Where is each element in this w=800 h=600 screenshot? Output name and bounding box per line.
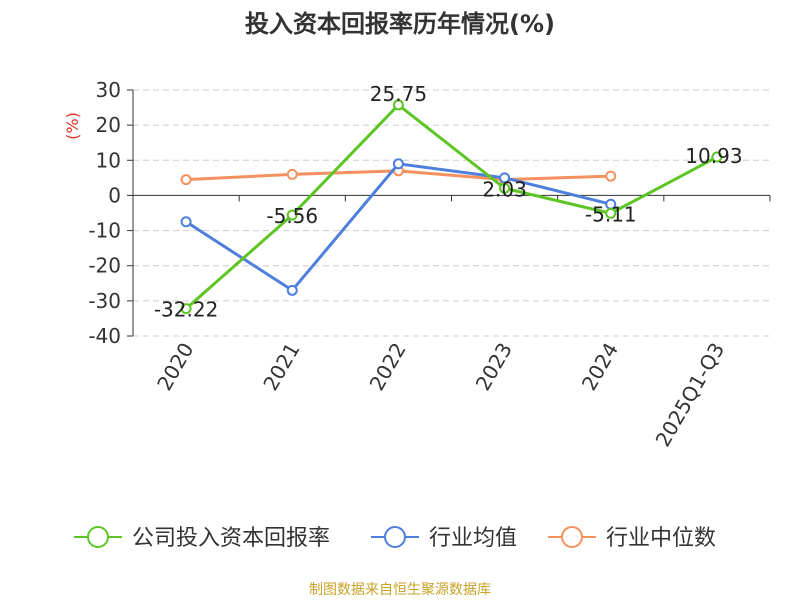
legend-swatch-marker	[561, 526, 583, 548]
data-point	[499, 172, 511, 184]
data-point	[605, 207, 617, 219]
data-label: 2.03	[482, 177, 527, 201]
y-tick-label: 30	[96, 78, 121, 102]
series-line	[185, 102, 718, 310]
data-point	[180, 303, 192, 315]
x-tick-label: 2023	[471, 339, 517, 395]
data-point	[180, 174, 192, 186]
legend-label: 行业均值	[429, 526, 517, 551]
legend-label: 行业中位数	[606, 526, 716, 551]
y-axis-label: (%)	[63, 112, 82, 140]
data-point	[286, 284, 298, 296]
source-note: 制图数据来自恒生聚源数据库	[309, 582, 491, 598]
data-point	[499, 182, 511, 194]
data-label: -5.11	[585, 202, 637, 226]
axes: 30 20 10 0 -10 -20 -30 -40 (%) 2020 2021 2022 2023 20…	[63, 78, 771, 451]
x-tick-label: 2025Q1-Q3	[651, 339, 730, 451]
grid-lines	[133, 89, 770, 337]
legend-swatch-marker	[87, 526, 109, 548]
legend-label: 公司投入资本回报率	[132, 526, 330, 551]
data-point	[286, 168, 298, 180]
data-point	[286, 209, 298, 221]
data-point	[180, 216, 192, 228]
data-point	[392, 158, 404, 170]
y-tick-label: -20	[88, 254, 121, 278]
data-label: -5.56	[266, 204, 318, 228]
data-point	[711, 151, 723, 163]
data-label: -32.22	[154, 298, 218, 322]
data-label: 25.75	[370, 82, 427, 106]
series-lines	[180, 99, 723, 315]
x-tick-label: 2022	[365, 339, 411, 395]
data-point	[392, 99, 404, 111]
data-point	[605, 170, 617, 182]
chart-title: 投入资本回报率历年情况(%)	[245, 10, 555, 38]
y-tick-label: -10	[88, 219, 121, 243]
y-tick-label: -30	[88, 289, 121, 313]
data-label: 10.93	[685, 144, 742, 168]
data-labels: -32.22 -5.56 25.75 2.03 -5.11 10.93	[154, 82, 743, 322]
y-tick-label: 0	[108, 183, 121, 207]
x-tick-label: 2024	[577, 339, 623, 395]
legend-swatch-marker	[384, 526, 406, 548]
y-tick-label: 20	[96, 113, 121, 137]
y-tick-label: -40	[88, 324, 121, 348]
legend: 公司投入资本回报率 行业均值 行业中位数	[74, 526, 716, 551]
series-line	[185, 162, 612, 293]
x-tick-label: 2020	[152, 339, 198, 395]
y-tick-label: 10	[96, 148, 121, 172]
x-tick-label: 2021	[258, 339, 304, 395]
